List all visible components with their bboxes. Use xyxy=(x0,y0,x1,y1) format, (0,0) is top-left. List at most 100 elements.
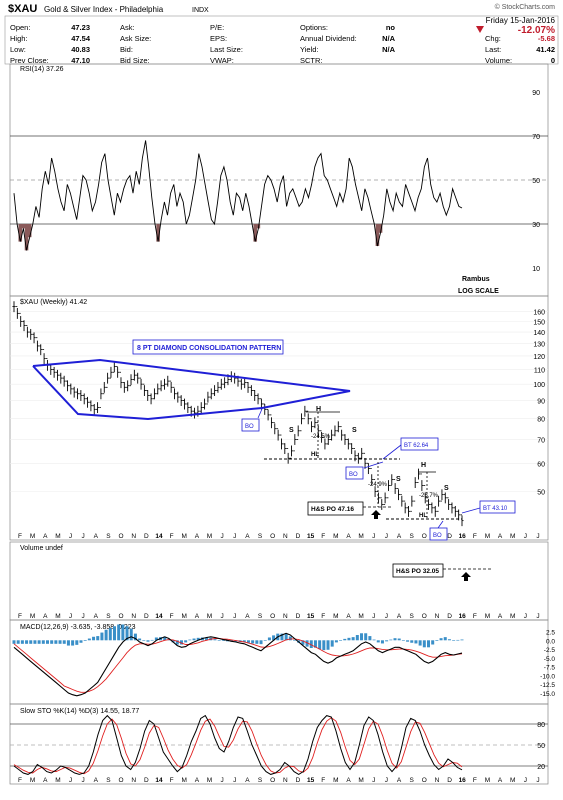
x-axis-label: A xyxy=(346,613,351,620)
x-axis-label: S xyxy=(106,533,111,540)
exchange: INDX xyxy=(192,7,209,14)
index-name: Gold & Silver Index - Philadelphia xyxy=(44,5,164,14)
hl-label: HL xyxy=(419,513,427,519)
percent-label: -25.7% xyxy=(419,493,439,499)
macd-histogram-bar xyxy=(41,640,45,644)
macd-histogram-bar xyxy=(188,639,192,641)
x-axis-label: N xyxy=(283,777,288,784)
macd-histogram-bar xyxy=(217,640,221,641)
x-axis-label: M xyxy=(55,777,60,784)
quote-columns: Open: 47.23 High: 47.54 Low: 40.83 Prev Close:… xyxy=(10,23,555,65)
macd-title: MACD(12,26,9) -3.635, -3.858, 0.223 xyxy=(20,624,136,631)
quote-label: Chg: xyxy=(485,34,501,43)
macd-histogram-bar xyxy=(272,635,276,641)
down-arrow-icon xyxy=(476,26,484,33)
x-axis-label: S xyxy=(409,533,414,540)
macd-histogram-bar xyxy=(12,640,16,644)
quote-label: Prev Close: xyxy=(10,56,49,65)
x-axis-label: J xyxy=(385,613,388,620)
macd-histogram-bar xyxy=(422,640,426,648)
x-axis-label: M xyxy=(55,533,60,540)
sto-d-line xyxy=(13,717,463,775)
quote-value: 47.10 xyxy=(71,56,90,65)
x-axis-label: J xyxy=(372,613,375,620)
bt-label-box xyxy=(400,437,439,451)
quote-label: EPS: xyxy=(210,34,227,43)
price-tick-label: 120 xyxy=(533,354,545,361)
quote-date: Friday 15-Jan-2016 xyxy=(486,16,556,25)
x-axis-label: O xyxy=(119,533,124,540)
macd-histogram-bar xyxy=(112,626,116,641)
macd-histogram-bar xyxy=(443,637,447,641)
macd-histogram-bar xyxy=(393,638,397,641)
price-tick-label: 140 xyxy=(533,330,545,337)
price-tick-label: 90 xyxy=(537,398,545,405)
x-axis-label: S xyxy=(258,613,263,620)
sto-tick-label: 50 xyxy=(537,743,545,750)
x-axis-label: J xyxy=(536,613,539,620)
x-axis-label: 15 xyxy=(307,777,315,784)
quote-label: Ask Size: xyxy=(120,34,151,43)
macd-histogram-bar xyxy=(418,640,422,646)
x-axis-label: M xyxy=(358,613,363,620)
macd-histogram-bar xyxy=(242,640,246,643)
macd-histogram-bar xyxy=(83,640,87,641)
macd-histogram-bar xyxy=(205,637,209,641)
macd-histogram-bar xyxy=(196,637,200,641)
x-axis-label: F xyxy=(18,533,22,540)
x-axis-label: 14 xyxy=(155,533,163,540)
macd-histogram-bar xyxy=(452,640,456,641)
shoulder-label: S xyxy=(352,427,357,434)
rambus-note: Rambus xyxy=(462,276,490,283)
macd-histogram-bar xyxy=(401,640,405,641)
macd-histogram-bar xyxy=(133,633,137,641)
price-annotations: 8 PT DIAMOND CONSOLIDATION PATTERN BO H … xyxy=(32,339,516,581)
bo-label: BO xyxy=(245,424,254,430)
macd-histogram-bar xyxy=(75,640,79,645)
x-axis-label: M xyxy=(333,613,338,620)
x-axis-label: M xyxy=(510,613,515,620)
x-axis-label: N xyxy=(131,613,136,620)
panel-frame xyxy=(9,619,549,705)
quote-label: Options: xyxy=(300,23,328,32)
x-axis-label: A xyxy=(245,613,250,620)
macd-histogram-bar xyxy=(414,640,418,644)
x-axis-label: A xyxy=(498,533,503,540)
x-axis-label: J xyxy=(536,777,539,784)
macd-histogram-bar xyxy=(150,639,154,641)
x-axis-label: J xyxy=(233,613,236,620)
x-axis-labels: FMAMJJASOND14FMAMJJASOND15FMAMJJASOND16F… xyxy=(18,533,540,784)
macd-histogram-bar xyxy=(318,640,322,650)
price-tick-label: 60 xyxy=(537,461,545,468)
macd-histogram-bar xyxy=(397,638,401,641)
hs-po-label: H&S PO 32.05 xyxy=(396,568,439,575)
x-axis-label: O xyxy=(422,613,427,620)
macd-histogram-bar xyxy=(380,640,384,644)
x-axis-label: M xyxy=(485,533,490,540)
panel-frame xyxy=(9,295,549,541)
x-axis-label: J xyxy=(372,777,375,784)
x-axis-label: O xyxy=(270,533,275,540)
x-axis-label: M xyxy=(358,533,363,540)
log-scale-note: LOG SCALE xyxy=(458,288,499,295)
x-axis-label: S xyxy=(106,613,111,620)
macd-histogram-bar xyxy=(54,640,58,644)
x-axis-label: S xyxy=(258,533,263,540)
diamond-pattern-outline xyxy=(32,358,351,421)
x-axis-label: F xyxy=(321,533,325,540)
hl-label: HL xyxy=(311,452,319,458)
x-axis-label: 16 xyxy=(459,533,467,540)
quote-value: 47.23 xyxy=(71,23,90,32)
x-axis-label: 15 xyxy=(307,533,315,540)
macd-histogram-bar xyxy=(129,628,133,641)
rsi-line xyxy=(13,140,463,251)
macd-histogram-bar xyxy=(179,640,183,645)
bt-label-box xyxy=(479,500,516,514)
percent-label: -24.5% xyxy=(311,434,331,440)
percent-label: -24.9% xyxy=(368,482,388,488)
macd-histogram-bar xyxy=(142,640,146,641)
quote-label: Volume: xyxy=(485,56,512,65)
x-axis-label: F xyxy=(473,533,477,540)
macd-histogram-bar xyxy=(305,640,309,647)
price-tick-label: 80 xyxy=(537,417,545,424)
